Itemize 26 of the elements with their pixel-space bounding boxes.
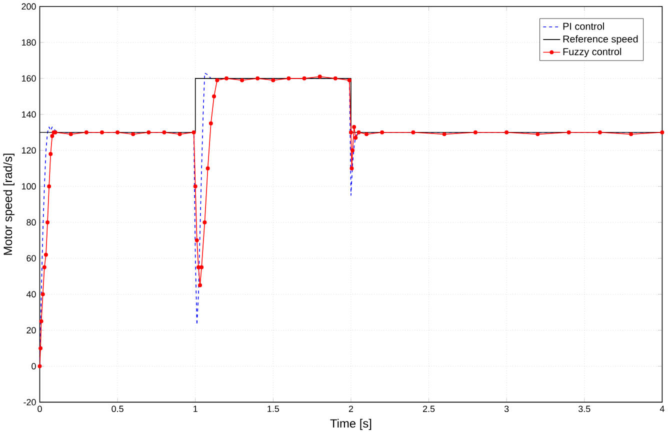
y-tick-label: 160 (22, 75, 36, 82)
legend-label: PI control (563, 22, 604, 30)
y-tick-label: 200 (22, 3, 36, 10)
y-tick-label: 100 (22, 183, 36, 190)
x-tick-label: 2.5 (423, 406, 435, 412)
x-axis-title: Time [s] (330, 418, 372, 430)
y-tick-label: 40 (26, 290, 36, 298)
y-tick-label: 20 (26, 326, 36, 334)
x-tick-label: 2 (348, 406, 354, 412)
y-tick-label: 0 (32, 362, 36, 370)
y-tick-label: 60 (26, 254, 36, 262)
x-tick-label: 4 (660, 406, 664, 412)
x-tick-label: 0 (38, 406, 42, 412)
x-tick-label: 3.5 (578, 406, 590, 412)
y-axis-title: Motor speed [rad/s] (3, 154, 14, 255)
legend-label: Fuzzy control (563, 48, 622, 58)
x-tick-label: 1 (194, 406, 198, 412)
x-tick-label: 1.5 (268, 406, 280, 412)
legend-label: Reference speed (563, 35, 638, 44)
x-tick-label: 0.5 (112, 406, 124, 412)
y-tick-label: 120 (22, 147, 36, 154)
x-tick-label: 3 (504, 406, 509, 412)
y-tick-label: 140 (22, 111, 36, 118)
y-tick-label: -20 (24, 398, 36, 406)
y-tick-label: 180 (22, 39, 36, 46)
y-tick-label: 80 (26, 218, 36, 226)
